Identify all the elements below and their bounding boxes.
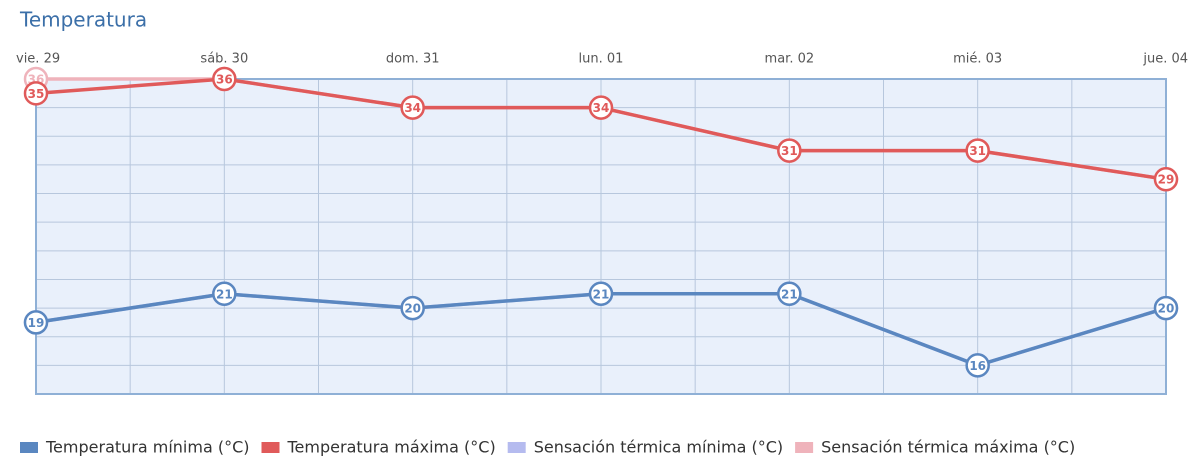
point-label: 19 [28, 316, 45, 330]
legend-swatch [795, 442, 814, 453]
point [400, 295, 425, 321]
point-label: 20 [404, 302, 421, 316]
x-tick-label: jue. 04 [1142, 52, 1188, 67]
chart-title: Temperatura [19, 8, 147, 32]
x-tick-label: sáb. 30 [200, 52, 248, 67]
legend-label: Temperatura máxima (°C) [287, 438, 496, 457]
legend-swatch [261, 442, 280, 453]
point [588, 95, 614, 120]
point [23, 81, 49, 106]
point [212, 281, 237, 307]
point [23, 310, 49, 335]
point-label: 31 [781, 144, 798, 158]
point [400, 95, 425, 120]
point-label: 21 [216, 287, 233, 301]
x-tick-label: mar. 02 [765, 52, 815, 67]
point [1153, 166, 1179, 192]
point [965, 353, 990, 378]
legend-swatch [507, 442, 526, 453]
point [1153, 295, 1179, 321]
point-label: 16 [969, 359, 986, 373]
legend-label: Sensación térmica mínima (°C) [534, 438, 783, 457]
x-tick-label: lun. 01 [579, 52, 624, 67]
point [777, 281, 802, 307]
point-label: 35 [28, 87, 45, 101]
point-label: 21 [593, 287, 610, 301]
x-tick-label: vie. 29 [16, 52, 60, 67]
legend-label: Temperatura mínima (°C) [45, 438, 250, 457]
point-label: 21 [781, 287, 798, 301]
legend-swatch [20, 442, 38, 453]
point-label: 34 [404, 101, 421, 115]
point-label: 36 [216, 73, 233, 87]
x-tick-label: mié. 03 [953, 52, 1002, 67]
plot-border [35, 78, 1167, 395]
legend-label: Sensación térmica máxima (°C) [821, 438, 1075, 457]
x-tick-label: dom. 31 [386, 52, 440, 67]
point [777, 138, 802, 163]
point [212, 66, 237, 92]
point-label: 29 [1158, 173, 1175, 187]
point-label: 34 [593, 101, 610, 115]
point [965, 138, 990, 163]
point [588, 281, 614, 307]
point-label: 31 [969, 144, 986, 158]
point-label: 20 [1158, 302, 1175, 316]
